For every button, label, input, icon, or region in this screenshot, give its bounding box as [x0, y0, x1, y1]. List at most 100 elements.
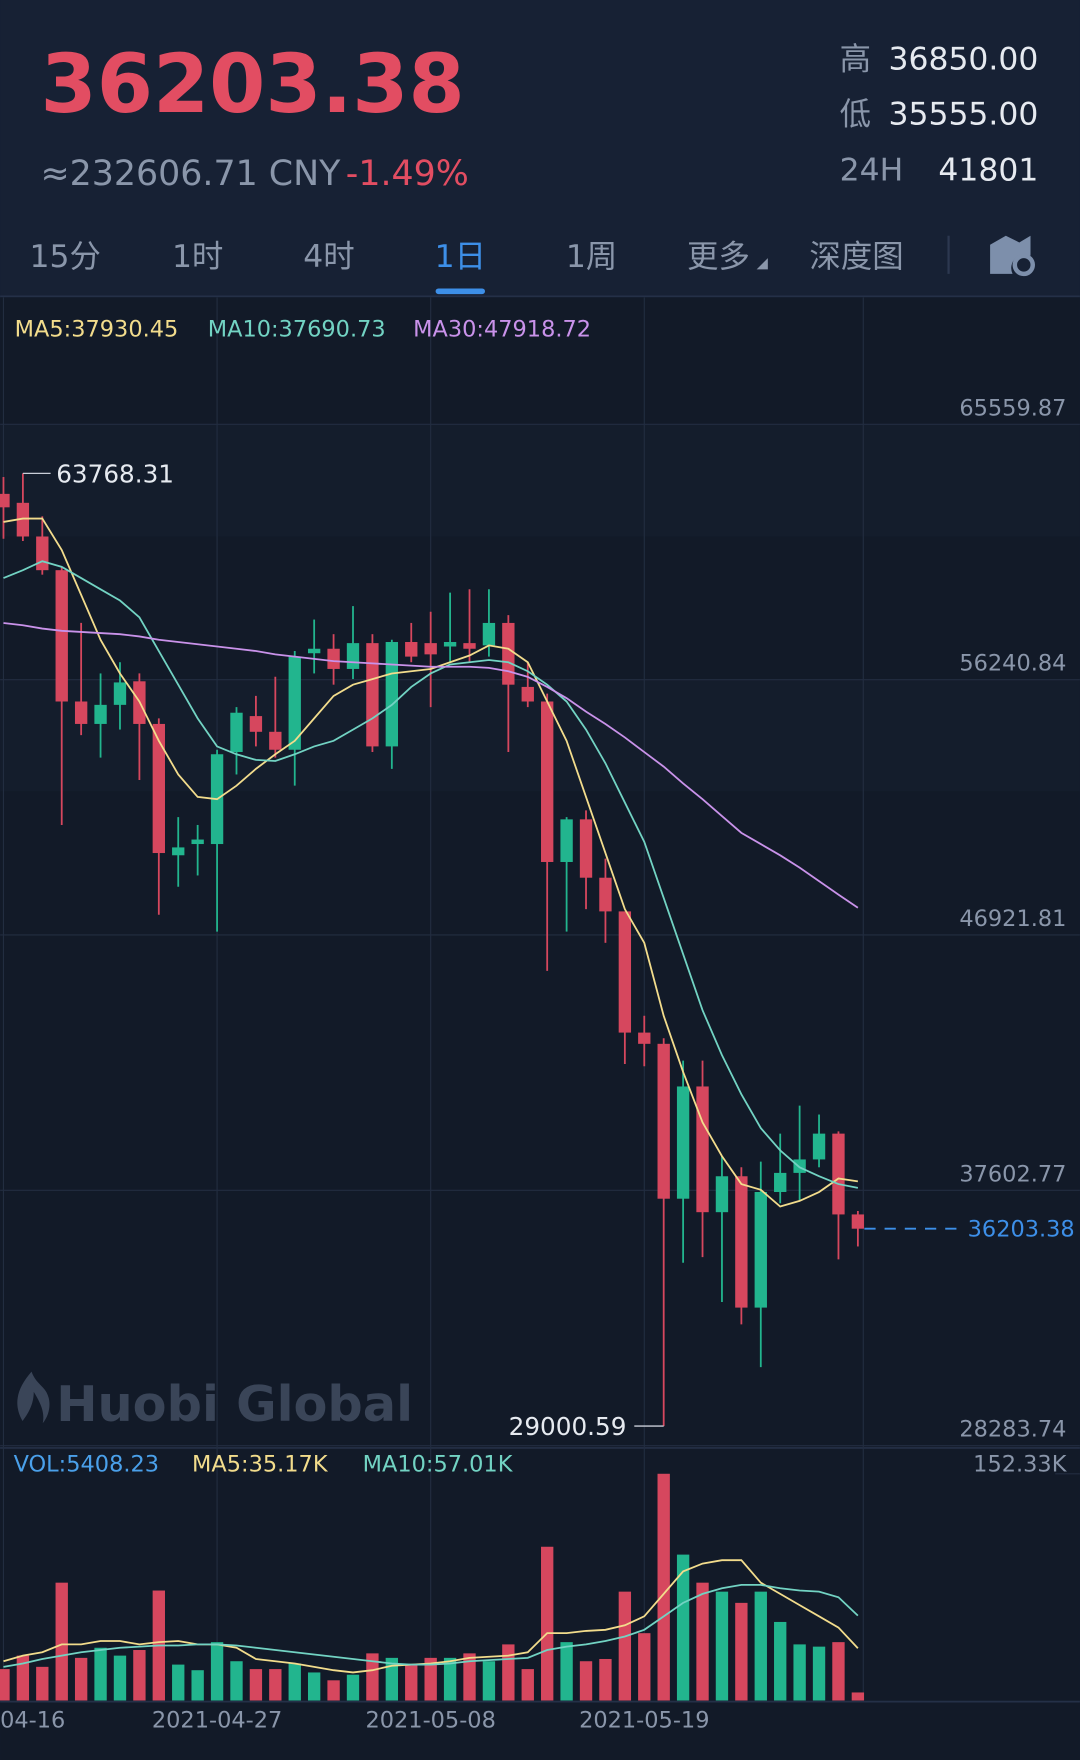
candle-body [502, 622, 515, 685]
volume-bar [94, 1647, 107, 1701]
volume-bar [327, 1680, 340, 1701]
low-label: 29000.59 [509, 1412, 627, 1441]
x-tick-label: 2021-05-19 [579, 1707, 709, 1733]
legend-entry: VOL:5408.23 [14, 1452, 159, 1478]
candle-body [599, 877, 612, 912]
volume-bar [832, 1642, 845, 1701]
header-bg [0, 0, 1080, 298]
volume-bar [521, 1669, 534, 1701]
ma-line [3, 517, 859, 1208]
tab[interactable]: 更多 [687, 239, 750, 275]
watermark-text: Huobi Global [56, 1375, 413, 1433]
candle-body [754, 1191, 767, 1308]
candle-body [443, 642, 457, 647]
tab[interactable]: 1日 [435, 239, 486, 275]
legend-entry: MA5:37930.45 [15, 317, 179, 343]
candle-body [94, 704, 107, 724]
volume-bar [366, 1653, 379, 1701]
chart-band [0, 424, 1080, 537]
tab[interactable]: 1周 [566, 239, 617, 275]
stat-label: 高 [840, 42, 871, 78]
watermark: Huobi Global [17, 1371, 413, 1433]
volume-bar [560, 1642, 573, 1701]
ma-line [3, 560, 859, 1189]
legend-entry: MA5:35.17K [192, 1452, 329, 1478]
y-tick-label: 56240.84 [959, 651, 1066, 677]
tab[interactable]: 4时 [303, 239, 354, 275]
candle-body [0, 493, 10, 508]
legend-entry: MA10:37690.73 [208, 317, 386, 343]
y-tick-label: 65559.87 [959, 395, 1066, 421]
change-percent: -1.49% [346, 154, 469, 194]
legend-entry: MA30:47918.72 [413, 317, 591, 343]
candle-body [16, 502, 30, 537]
tab[interactable]: 15分 [30, 239, 101, 275]
candle-body [424, 643, 437, 655]
chart-settings-icon[interactable] [990, 235, 1035, 277]
stat-value: 41801 [938, 153, 1038, 189]
volume-bar [715, 1591, 729, 1701]
volume-bar [599, 1658, 612, 1701]
candle-body [560, 819, 573, 862]
volume-bar [676, 1554, 690, 1701]
candle-body [482, 622, 496, 646]
candle-body [774, 1172, 787, 1192]
y-tick-label: 37602.77 [959, 1161, 1066, 1187]
last-price-label: 36203.38 [968, 1217, 1075, 1243]
volume-bar [774, 1621, 787, 1701]
candle-body [463, 643, 476, 649]
volume-bar [735, 1602, 748, 1701]
stat-value: 36850.00 [889, 42, 1039, 78]
candle-body [307, 648, 321, 654]
tab[interactable]: 深度图 [809, 239, 903, 275]
volume-bar [793, 1644, 806, 1701]
icon-gear [1012, 253, 1035, 277]
volume-bar [133, 1650, 146, 1701]
volume-bar [463, 1653, 476, 1701]
volume-bar [172, 1664, 185, 1701]
ma-line [3, 1584, 859, 1668]
candle-body [249, 716, 263, 732]
tab-underline [435, 288, 485, 295]
y-tick-label: 152.33K [973, 1452, 1068, 1478]
candle-body [735, 1176, 748, 1308]
volume-bar [36, 1666, 49, 1701]
candle-body [832, 1133, 845, 1215]
volume-bar [541, 1546, 554, 1701]
volume-bar [618, 1591, 632, 1701]
candle-body [346, 643, 360, 669]
candle-body [36, 536, 49, 571]
volume-bar [346, 1674, 360, 1701]
candle-body [74, 701, 88, 724]
ma-line [3, 622, 859, 909]
candle-body [676, 1086, 690, 1199]
volume-bar [443, 1657, 457, 1701]
candle-body [851, 1214, 865, 1229]
candle-body [230, 712, 243, 752]
watermark-logo [17, 1371, 50, 1424]
volume-bar [424, 1657, 437, 1701]
volume-bar [696, 1582, 709, 1701]
candle-body [657, 1043, 670, 1199]
volume-bar [638, 1633, 651, 1701]
candle-body [55, 570, 68, 702]
x-tick-label: 2021-05-08 [365, 1707, 495, 1733]
stat-label: 24H [840, 153, 904, 189]
volume-bar [191, 1670, 204, 1701]
volume-bar [307, 1672, 321, 1701]
candle-body [191, 839, 204, 845]
volume-bar [657, 1473, 670, 1701]
volume-bar [385, 1657, 399, 1701]
tab[interactable]: 1时 [172, 239, 223, 275]
chart-bg [0, 297, 1080, 1760]
x-tick-label: 2021-04-27 [152, 1707, 282, 1733]
volume-bar [230, 1661, 243, 1701]
volume-bar [0, 1669, 10, 1701]
candle-body [638, 1032, 651, 1044]
volume-bar [249, 1669, 263, 1701]
cny-price: ≈232606.71 CNY [41, 154, 342, 194]
volume-bar [113, 1655, 127, 1701]
volume-bar [851, 1692, 865, 1701]
